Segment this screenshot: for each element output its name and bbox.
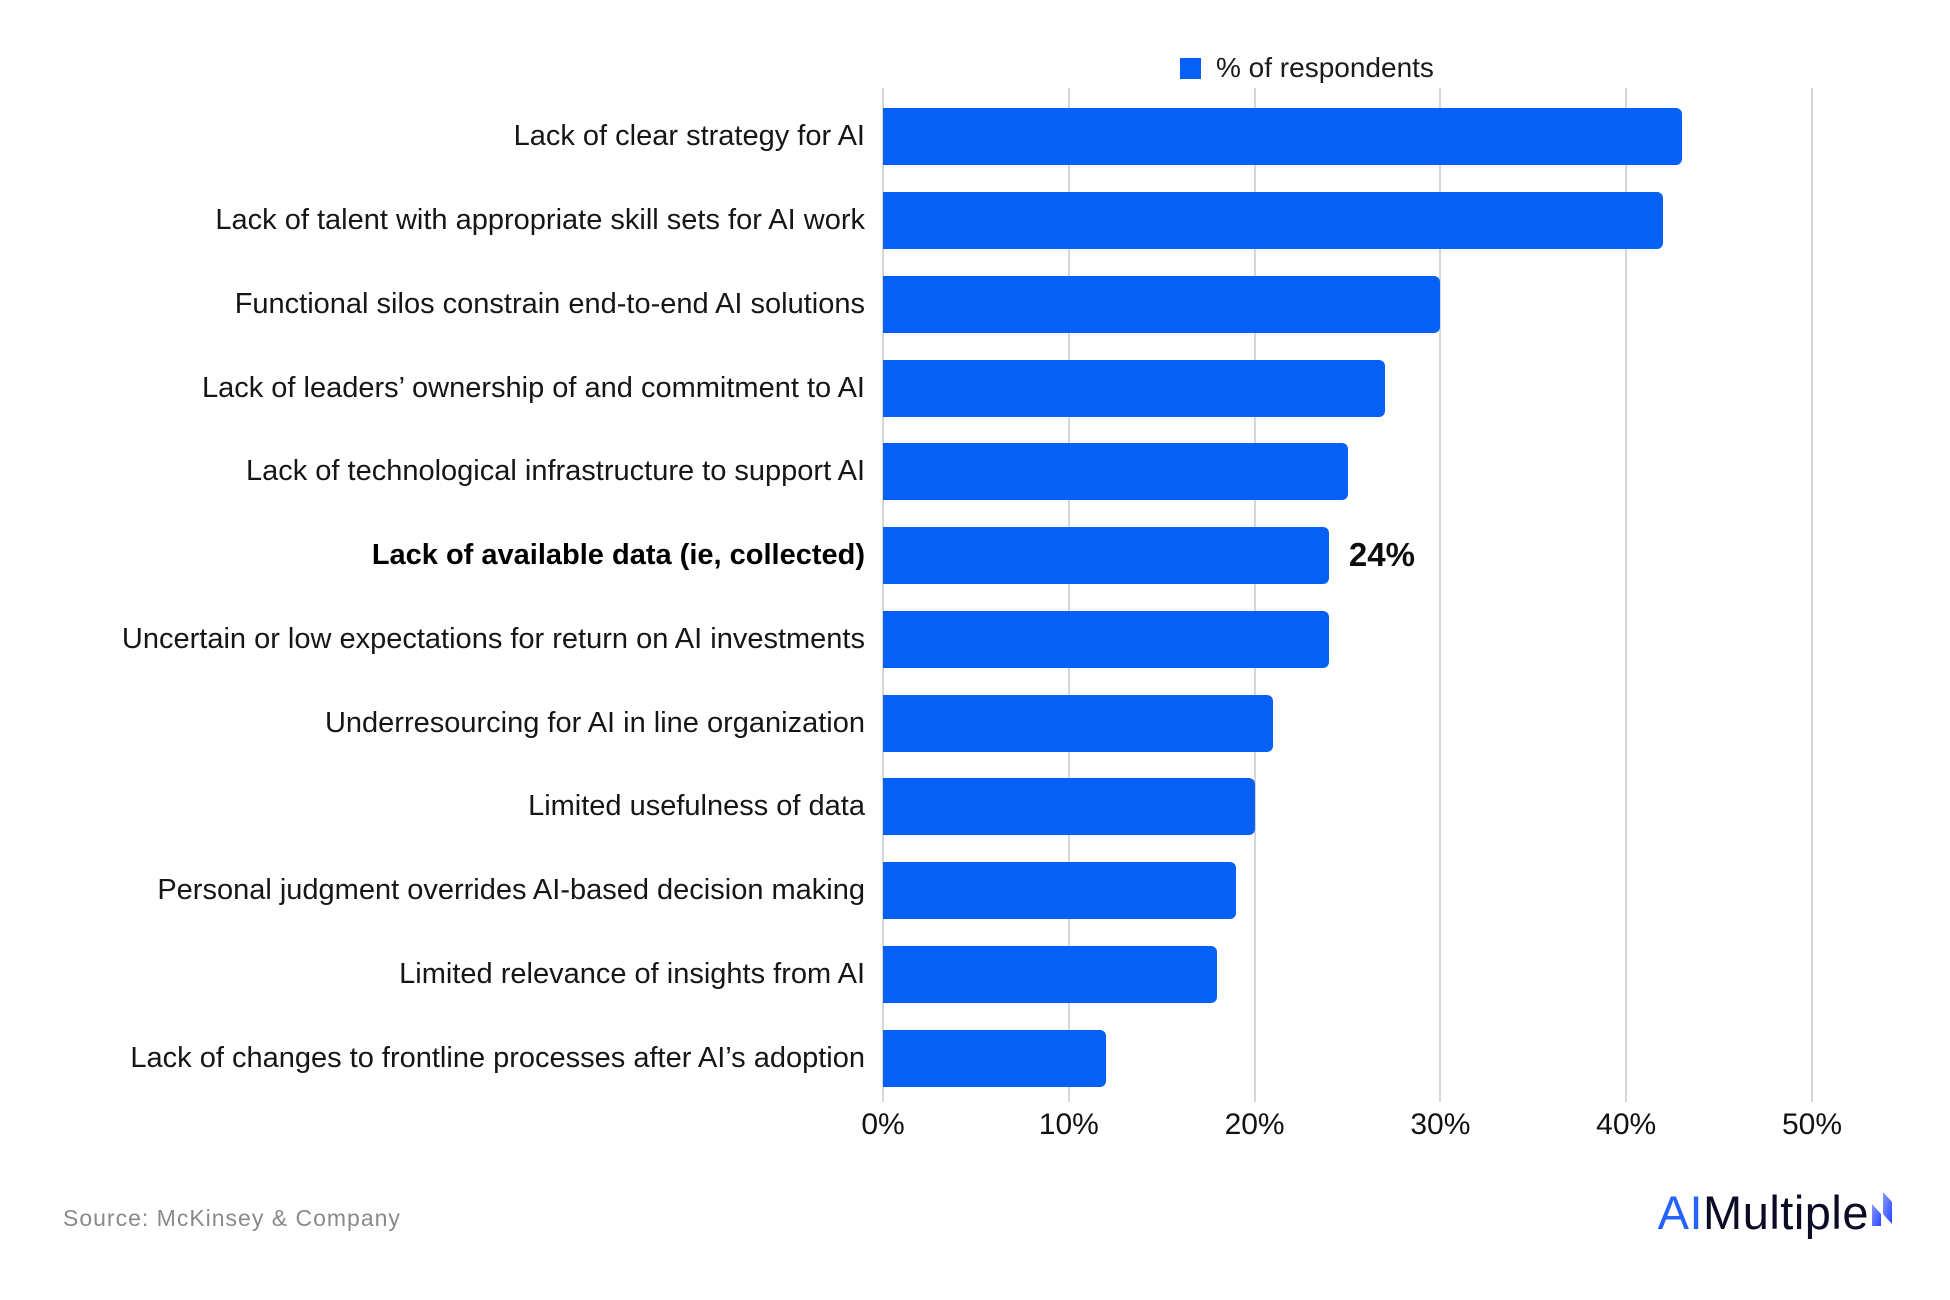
legend: % of respondents (1180, 52, 1434, 84)
bar (883, 359, 1385, 417)
x-tick-label: 30% (1410, 1108, 1471, 1141)
category-label: Uncertain or low expectations for return… (121, 622, 865, 655)
bar (883, 108, 1682, 166)
bar (883, 275, 1441, 333)
bar-row: Limited usefulness of data (0, 765, 1950, 849)
bar-row: Lack of changes to frontline processes a… (0, 1016, 1950, 1100)
category-label: Personal judgment overrides AI-based dec… (157, 874, 865, 907)
category-label: Lack of clear strategy for AI (513, 120, 865, 153)
bar-row: Uncertain or low expectations for return… (0, 598, 1950, 682)
bar (883, 778, 1255, 836)
category-label: Lack of leaders’ ownership of and commit… (201, 371, 865, 404)
bar-row: Lack of clear strategy for AI (0, 95, 1950, 179)
gridline (1811, 88, 1813, 1102)
category-label: Underresourcing for AI in line organizat… (324, 706, 865, 739)
bar-row: Personal judgment overrides AI-based dec… (0, 849, 1950, 933)
x-tick-label: 20% (1224, 1108, 1285, 1141)
bar (883, 610, 1329, 668)
x-tick-label: 0% (861, 1108, 905, 1141)
gridline (1625, 88, 1628, 1102)
category-label: Lack of changes to frontline processes a… (130, 1041, 865, 1074)
bar (883, 862, 1237, 920)
logo-text-ai: AI (1657, 1186, 1704, 1239)
x-tick-label: 40% (1596, 1108, 1657, 1141)
legend-square-icon (1180, 57, 1201, 79)
bar (883, 192, 1664, 250)
aimultiple-logo: AI Multiple (1658, 1185, 1895, 1240)
gridline (1253, 88, 1256, 1102)
category-label: Limited relevance of insights from AI (399, 957, 865, 990)
category-label: Lack of available data (ie, collected) (371, 539, 865, 572)
x-tick-label: 10% (1038, 1108, 1099, 1141)
bar (883, 527, 1329, 585)
bar-row: Functional silos constrain end-to-end AI… (0, 263, 1950, 347)
bar-row: Lack of available data (ie, collected) 24… (0, 514, 1950, 598)
bar-row: Limited relevance of insights from AI (0, 933, 1950, 1017)
bar (883, 443, 1348, 501)
bar-row: Lack of talent with appropriate skill se… (0, 179, 1950, 263)
x-tick-label: 50% (1781, 1108, 1843, 1141)
bar-row: Lack of leaders’ ownership of and commit… (0, 346, 1950, 430)
category-label: Lack of technological infrastructure to … (245, 455, 865, 488)
bar (883, 694, 1274, 752)
bar-row: Lack of technological infrastructure to … (0, 430, 1950, 514)
bar (883, 1029, 1106, 1087)
legend-label: % of respondents (1216, 52, 1434, 83)
category-label: Limited usefulness of data (528, 790, 865, 823)
highlight-value-label: 24% (1348, 535, 1415, 573)
gridline (1439, 88, 1442, 1102)
bolt-icon (1872, 1192, 1892, 1226)
bar-row: Underresourcing for AI in line organizat… (0, 681, 1950, 765)
gridline (1067, 88, 1070, 1102)
category-label: Lack of talent with appropriate skill se… (215, 204, 865, 237)
bar (883, 945, 1218, 1003)
gridline (882, 88, 884, 1102)
source-text: Source: McKinsey & Company (63, 1205, 401, 1231)
category-label: Functional silos constrain end-to-end AI… (234, 287, 865, 320)
logo-text-multiple: Multiple (1703, 1186, 1869, 1239)
